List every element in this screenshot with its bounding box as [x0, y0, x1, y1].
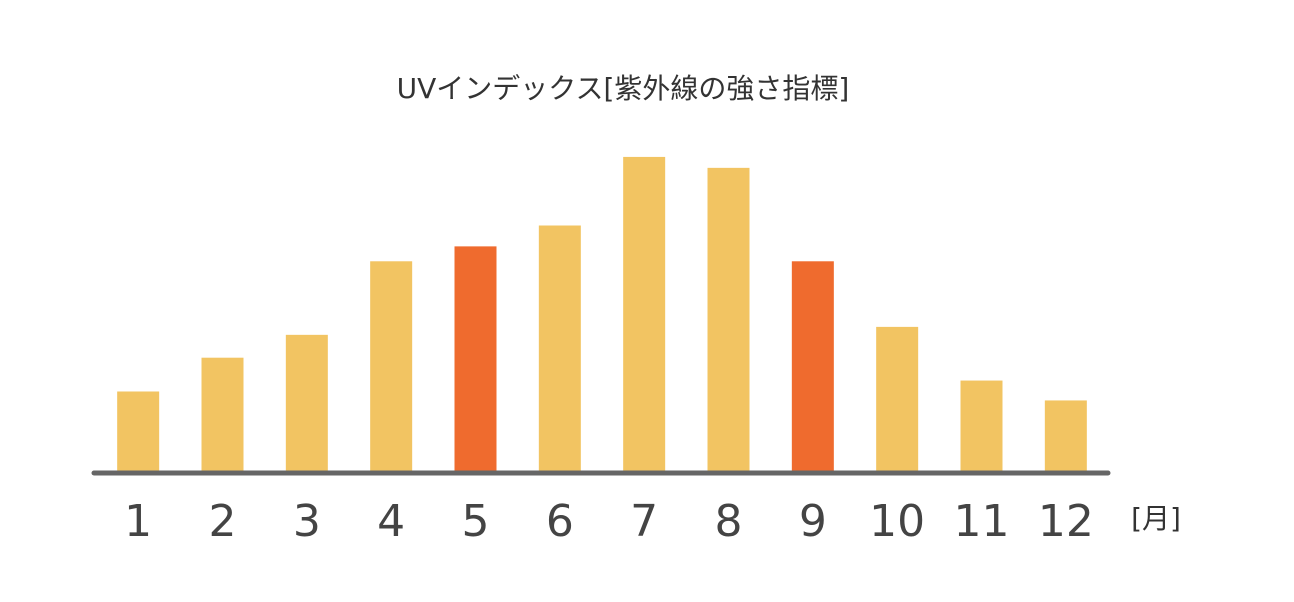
x-tick-label: 3: [293, 496, 321, 547]
x-tick-label: 1: [124, 496, 152, 547]
bar: [791, 261, 834, 472]
x-tick-label: 11: [954, 496, 1010, 547]
bar: [960, 380, 1003, 472]
x-tick-label: 2: [209, 496, 237, 547]
bar: [201, 357, 244, 472]
bar: [538, 225, 581, 472]
x-tick-label: 4: [377, 496, 405, 547]
x-tick-label: 6: [546, 496, 574, 547]
bar: [454, 246, 497, 472]
x-tick-label: 8: [715, 496, 743, 547]
bar: [707, 167, 750, 472]
chart-title: UVインデックス[紫外線の強さ指標]: [397, 72, 850, 105]
x-tick-label: 10: [869, 496, 925, 547]
x-tick-label: 9: [799, 496, 827, 547]
bar: [117, 391, 160, 472]
x-tick-label: 12: [1038, 496, 1094, 547]
x-tick-label: 5: [462, 496, 490, 547]
bar: [285, 334, 328, 472]
bar: [370, 261, 413, 472]
bar: [1044, 400, 1087, 472]
bar: [876, 326, 919, 472]
x-tick-label: 7: [630, 496, 658, 547]
bar: [623, 156, 666, 473]
x-axis-label: [月]: [1131, 502, 1181, 535]
